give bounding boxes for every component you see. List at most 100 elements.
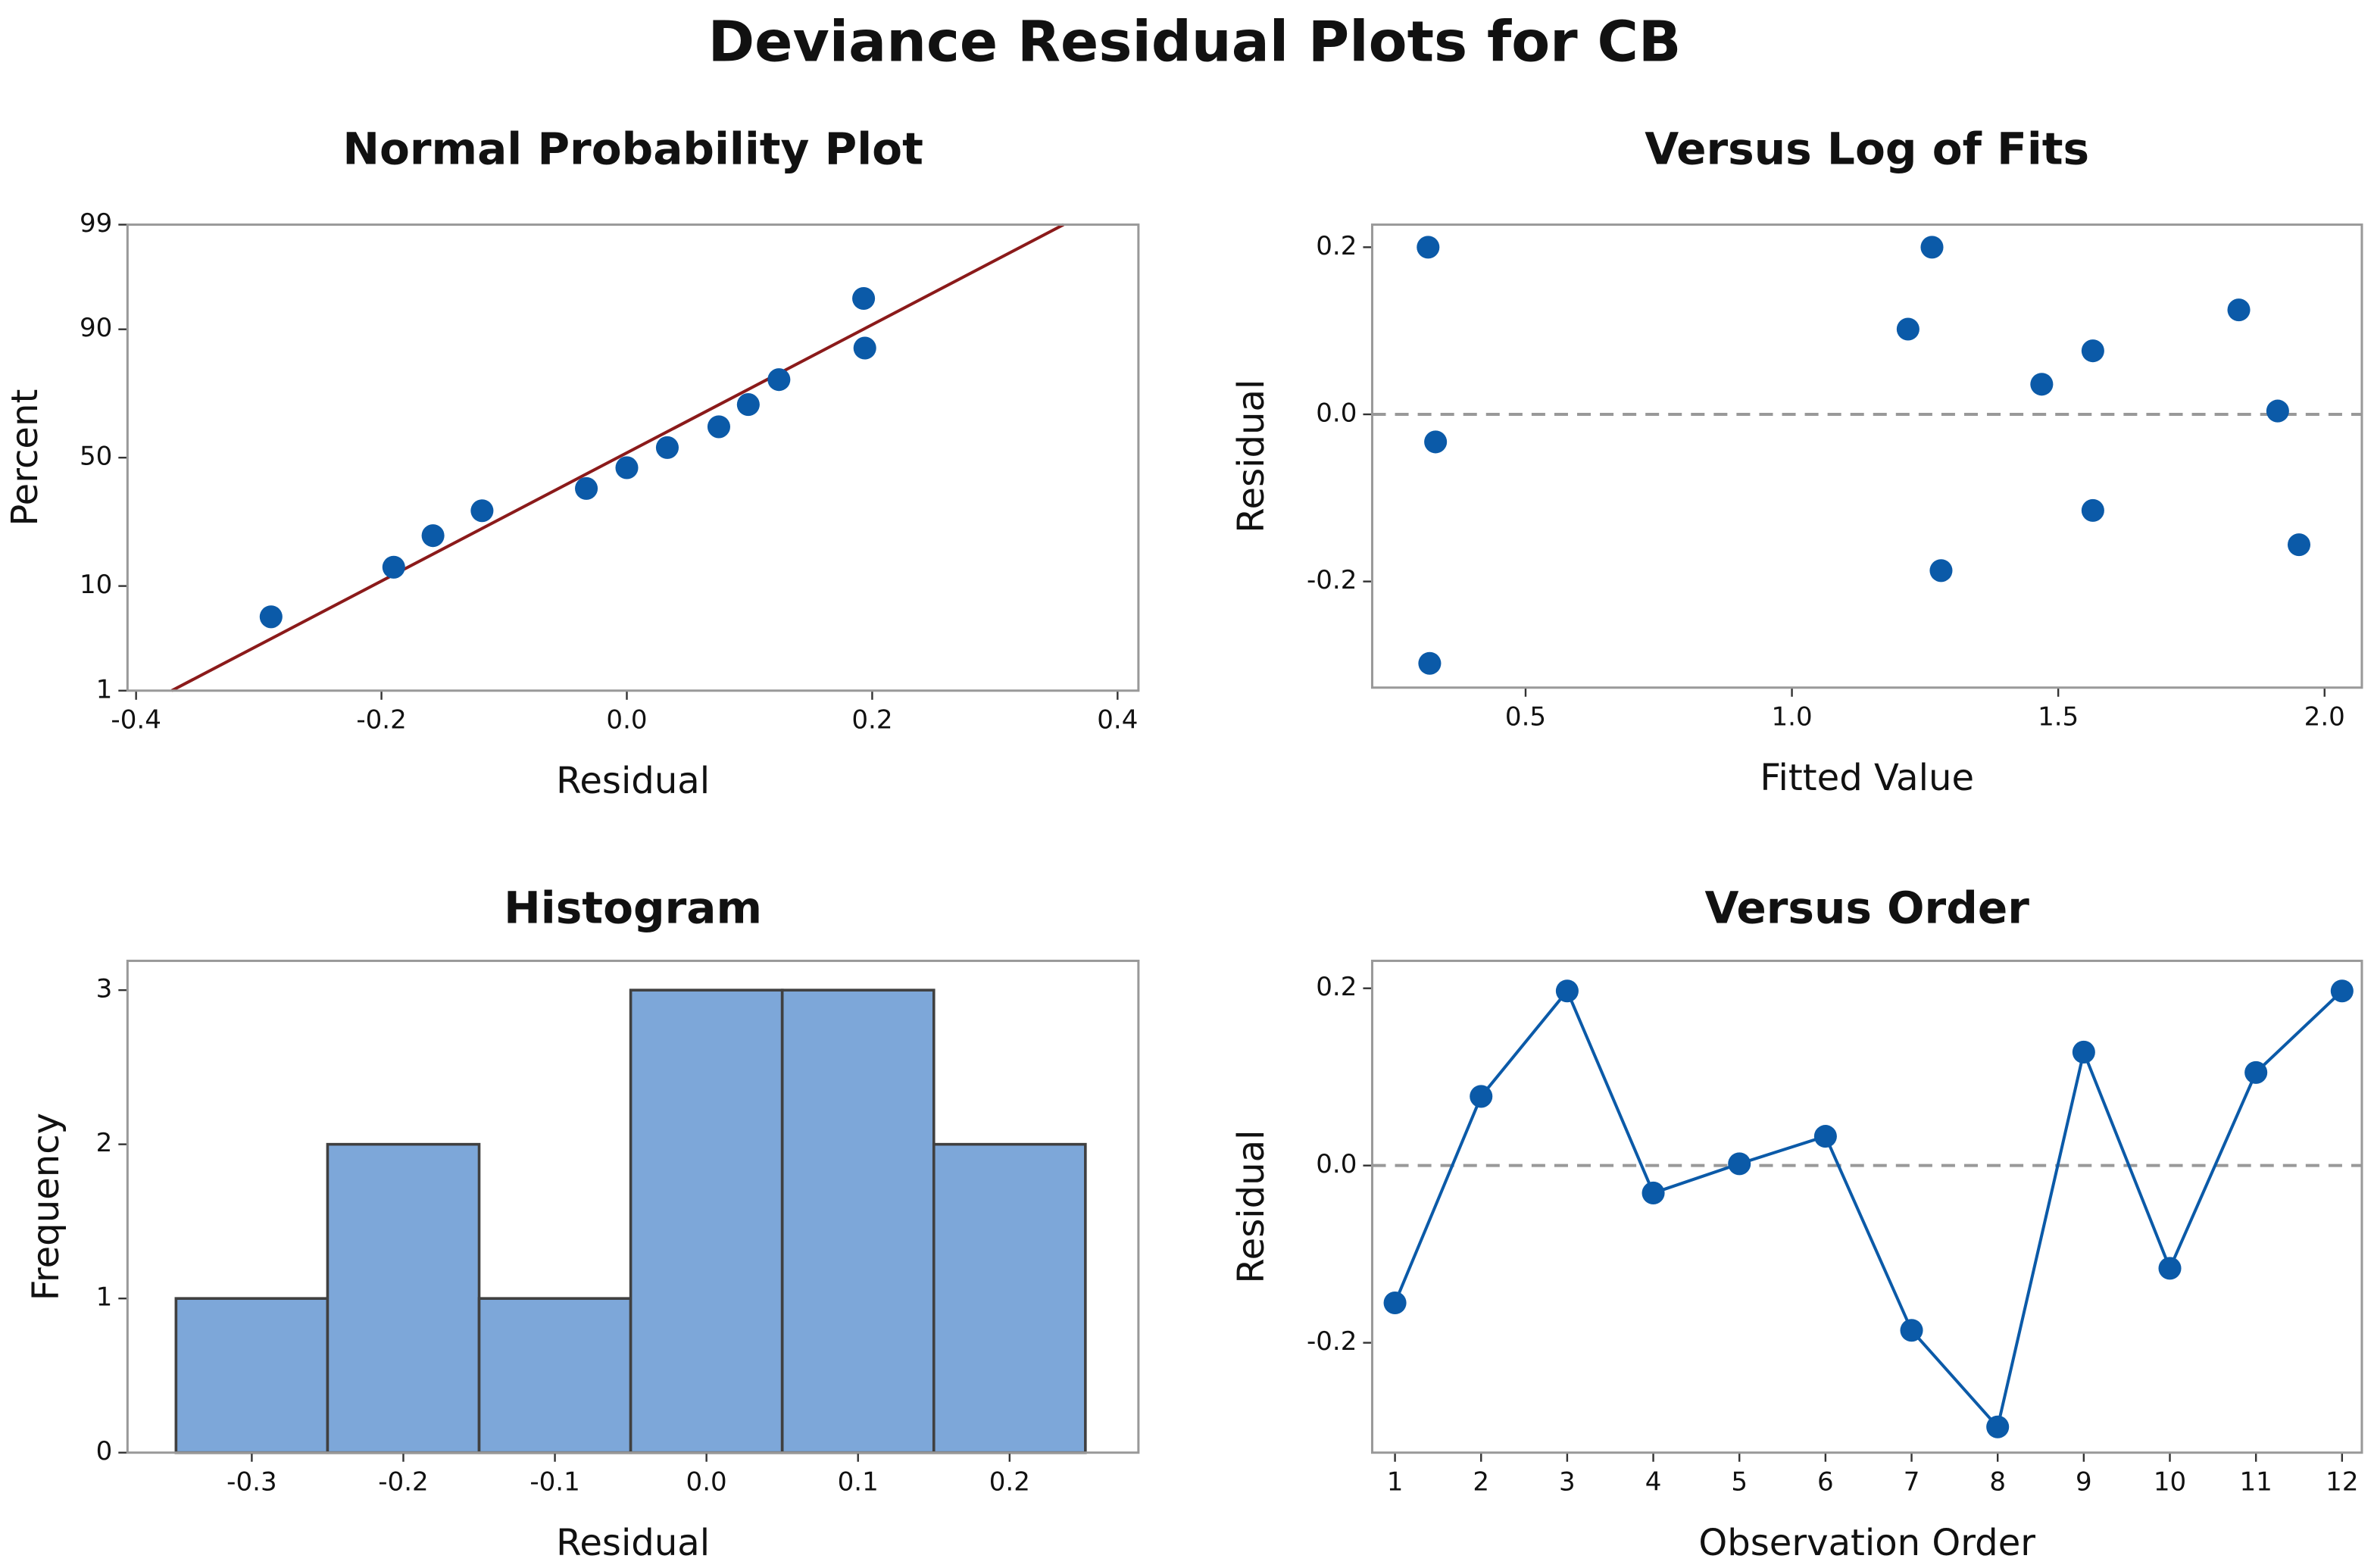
x-tick-label: 0.1 <box>838 1466 879 1497</box>
y-axis-label: Frequency <box>25 1113 67 1301</box>
point <box>2081 339 2104 363</box>
x-tick-label: 5 <box>1731 1466 1748 1497</box>
panel-title: Versus Log of Fits <box>1645 123 2089 174</box>
point <box>2330 979 2354 1003</box>
point <box>2158 1257 2182 1280</box>
panel-title: Normal Probability Plot <box>342 123 923 174</box>
y-tick-label: 2 <box>96 1128 113 1158</box>
x-tick-label: -0.4 <box>111 704 161 735</box>
plot-frame <box>1370 223 2363 689</box>
x-tick-label: 6 <box>1817 1466 1834 1497</box>
point <box>470 499 494 523</box>
point <box>575 476 598 500</box>
point <box>2072 1040 2095 1064</box>
y-tick-label: 1 <box>96 1282 113 1313</box>
y-tick-label: 1 <box>96 674 113 704</box>
fit-line <box>170 223 1065 692</box>
x-tick-label: 4 <box>1645 1466 1662 1497</box>
x-tick-label: -0.2 <box>378 1466 428 1497</box>
y-tick-label: -0.2 <box>1307 565 1357 595</box>
point <box>1728 1152 1751 1176</box>
bar <box>629 989 784 1454</box>
x-tick-label: 2.0 <box>2304 701 2345 732</box>
x-axis-label: Residual <box>556 1522 710 1564</box>
x-axis-label: Residual <box>556 760 710 802</box>
x-tick-label: 1 <box>1387 1466 1404 1497</box>
x-tick-label: -0.2 <box>356 704 406 735</box>
chart-title: Deviance Residual Plots for CB <box>708 10 1682 75</box>
point <box>852 287 876 311</box>
y-tick-label: 0.0 <box>1316 398 1357 429</box>
point <box>421 524 445 548</box>
point <box>2030 373 2054 396</box>
x-tick-label: 8 <box>1989 1466 2006 1497</box>
x-tick-label: 12 <box>2326 1466 2358 1497</box>
y-axis-label: Percent <box>4 389 46 526</box>
point <box>1896 317 1920 341</box>
y-tick-label: 50 <box>80 442 112 472</box>
x-tick-label: 0.4 <box>1097 704 1138 735</box>
y-tick-label: 90 <box>80 313 112 343</box>
y-tick-label: 99 <box>80 208 112 239</box>
y-tick-label: 10 <box>80 570 112 600</box>
x-tick-label: 9 <box>2076 1466 2092 1497</box>
point <box>1555 979 1579 1003</box>
point <box>382 555 405 579</box>
x-tick-label: -0.3 <box>226 1466 276 1497</box>
bar <box>174 1297 330 1454</box>
plot-frame <box>1370 959 2363 1454</box>
point <box>767 368 791 392</box>
point <box>259 605 283 629</box>
y-tick-label: 3 <box>96 974 113 1004</box>
point <box>853 336 876 360</box>
point <box>1417 236 1440 259</box>
x-tick-label: 0.2 <box>851 704 892 735</box>
x-tick-label: -0.1 <box>529 1466 579 1497</box>
point <box>2081 498 2104 522</box>
point <box>1383 1291 1407 1315</box>
x-tick-label: 7 <box>1904 1466 1920 1497</box>
point <box>1929 559 1953 583</box>
point <box>655 436 679 459</box>
point <box>1900 1319 1923 1342</box>
point <box>2287 533 2311 557</box>
point <box>1418 651 1442 675</box>
point <box>1641 1181 1665 1204</box>
x-tick-label: 0.5 <box>1505 701 1546 732</box>
point <box>1424 430 1448 454</box>
bar <box>326 1142 481 1454</box>
x-tick-label: 2 <box>1473 1466 1489 1497</box>
y-axis-label: Residual <box>1230 380 1273 533</box>
point <box>2227 298 2251 322</box>
plot-frame <box>126 959 1140 1454</box>
line <box>1393 988 2344 1431</box>
bar <box>932 1142 1087 1454</box>
y-tick-label: 0.2 <box>1316 972 1357 1002</box>
point <box>1986 1415 2010 1438</box>
x-tick-label: 11 <box>2240 1466 2272 1497</box>
point <box>1920 236 1944 259</box>
y-tick-label: 0 <box>96 1436 113 1466</box>
panel-title: Versus Order <box>1705 882 2030 933</box>
bar <box>477 1297 633 1454</box>
x-tick-label: 0.2 <box>989 1466 1030 1497</box>
point <box>615 456 639 479</box>
point <box>736 393 760 417</box>
x-axis-label: Observation Order <box>1698 1522 2035 1564</box>
point <box>2244 1060 2268 1084</box>
plot-frame <box>126 223 1140 692</box>
point <box>707 415 731 439</box>
point <box>1813 1125 1837 1148</box>
x-tick-label: 1.5 <box>2038 701 2079 732</box>
x-tick-label: 1.0 <box>1771 701 1812 732</box>
y-tick-label: 0.2 <box>1316 231 1357 261</box>
bar <box>780 989 936 1454</box>
x-axis-label: Fitted Value <box>1760 757 1974 799</box>
y-tick-label: -0.2 <box>1307 1326 1357 1357</box>
y-tick-label: 0.0 <box>1316 1149 1357 1179</box>
x-tick-label: 10 <box>2154 1466 2186 1497</box>
panel-title: Histogram <box>504 882 762 933</box>
x-tick-label: 3 <box>1559 1466 1576 1497</box>
